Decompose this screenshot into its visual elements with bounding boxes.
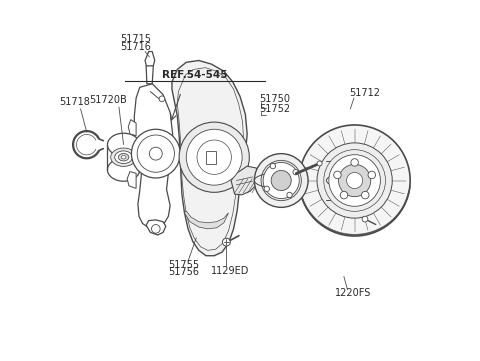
Circle shape <box>287 192 292 197</box>
Ellipse shape <box>111 148 136 166</box>
Polygon shape <box>206 151 216 164</box>
Text: REF.54-545: REF.54-545 <box>162 70 228 80</box>
Text: 51716: 51716 <box>120 42 152 52</box>
Circle shape <box>132 129 180 178</box>
Text: 51752: 51752 <box>260 104 291 114</box>
Text: 51712: 51712 <box>349 88 380 98</box>
Circle shape <box>149 147 162 160</box>
Circle shape <box>293 169 298 175</box>
Circle shape <box>329 155 381 206</box>
Text: 1220FS: 1220FS <box>335 288 371 298</box>
Circle shape <box>361 191 369 199</box>
Circle shape <box>271 170 291 191</box>
Circle shape <box>347 173 363 188</box>
Circle shape <box>299 125 410 236</box>
Circle shape <box>222 238 230 246</box>
Polygon shape <box>146 66 153 84</box>
Circle shape <box>351 159 359 166</box>
Circle shape <box>179 122 249 192</box>
Polygon shape <box>231 166 260 195</box>
Circle shape <box>317 161 322 166</box>
Text: 51756: 51756 <box>168 267 199 277</box>
Polygon shape <box>172 61 247 256</box>
Circle shape <box>261 160 301 201</box>
Polygon shape <box>134 84 173 229</box>
Circle shape <box>330 156 379 205</box>
Circle shape <box>317 143 392 218</box>
Circle shape <box>263 162 299 199</box>
Text: 51755: 51755 <box>168 260 199 270</box>
Polygon shape <box>184 211 228 229</box>
Circle shape <box>254 154 308 207</box>
Ellipse shape <box>108 133 140 156</box>
Ellipse shape <box>121 156 126 159</box>
Circle shape <box>186 129 242 185</box>
Text: 51720B: 51720B <box>90 95 127 105</box>
Circle shape <box>340 191 348 199</box>
Circle shape <box>264 186 269 192</box>
Ellipse shape <box>119 153 129 161</box>
Text: 1129ED: 1129ED <box>211 266 249 276</box>
Circle shape <box>362 216 368 222</box>
Polygon shape <box>127 171 136 188</box>
Polygon shape <box>128 119 136 136</box>
Text: 51718: 51718 <box>59 97 90 107</box>
Text: 51750: 51750 <box>260 94 290 104</box>
Ellipse shape <box>108 158 140 181</box>
Circle shape <box>334 171 341 179</box>
Text: 51715: 51715 <box>120 34 152 44</box>
Ellipse shape <box>115 151 132 164</box>
Polygon shape <box>146 220 166 235</box>
Polygon shape <box>145 52 155 68</box>
Circle shape <box>368 171 375 179</box>
Circle shape <box>270 164 276 169</box>
Circle shape <box>159 96 165 102</box>
Circle shape <box>338 164 371 197</box>
